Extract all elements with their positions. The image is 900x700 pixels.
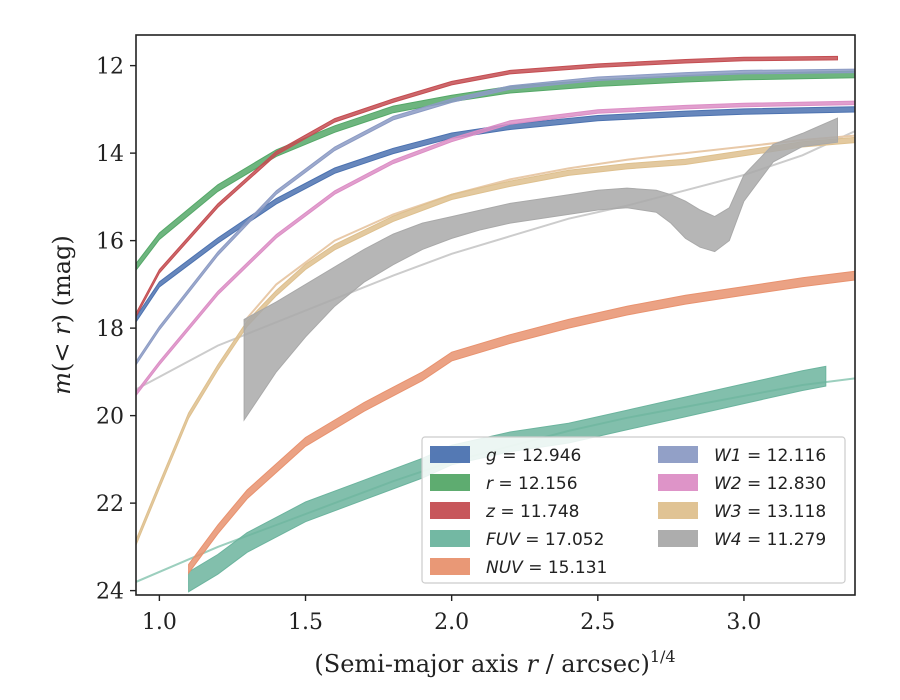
x-tick-label: 2.5 bbox=[580, 610, 615, 635]
legend-label-w3: W3 = 13.118 bbox=[714, 502, 826, 522]
series-band-fuv bbox=[188, 365, 827, 593]
y-tick-label: 12 bbox=[96, 55, 124, 80]
series-band-w1 bbox=[136, 68, 855, 366]
x-axis-label: (Semi-major axis r / arcsec)1/4 bbox=[314, 647, 675, 678]
legend-label-z: z = 11.748 bbox=[485, 502, 579, 522]
legend-label-fuv: FUV = 17.052 bbox=[486, 530, 604, 550]
legend-swatch-w4 bbox=[658, 530, 698, 547]
y-axis-label: m(< r) (mag) bbox=[48, 235, 76, 395]
y-tick-label: 14 bbox=[96, 142, 124, 167]
y-tick-label: 18 bbox=[96, 317, 124, 342]
legend-box bbox=[421, 436, 846, 584]
legend-label-w1: W1 = 12.116 bbox=[714, 446, 826, 466]
y-tick-label: 24 bbox=[96, 580, 124, 605]
series-band-w3 bbox=[136, 136, 855, 546]
series-band-w2 bbox=[136, 100, 855, 397]
series-band-w4 bbox=[243, 117, 838, 422]
legend-label-w4: W4 = 11.279 bbox=[714, 530, 826, 550]
legend: g = 12.946 r = 12.156 z = 11.748 FUV = 17.0… bbox=[421, 436, 846, 584]
series-layer bbox=[136, 55, 855, 593]
legend-swatch-fuv bbox=[430, 530, 470, 547]
x-tick-label: 2.0 bbox=[434, 610, 469, 635]
faint-line-2 bbox=[243, 134, 855, 323]
series-band-r bbox=[136, 70, 855, 272]
x-tick-label: 3.0 bbox=[726, 610, 761, 635]
ticks-layer: 1.0 1.5 2.0 2.5 3.0 12 14 16 18 20 22 24 bbox=[96, 55, 761, 635]
plot-frame bbox=[135, 34, 856, 596]
y-tick-label: 16 bbox=[96, 230, 124, 255]
x-tick-label: 1.5 bbox=[288, 610, 323, 635]
legend-swatch-w1 bbox=[658, 446, 698, 463]
legend-swatch-r bbox=[430, 474, 470, 491]
legend-label-nuv: NUV = 15.131 bbox=[486, 558, 607, 578]
legend-swatch-w3 bbox=[658, 502, 698, 519]
legend-swatch-z bbox=[430, 502, 470, 519]
legend-swatch-nuv bbox=[430, 558, 470, 575]
legend-swatch-g bbox=[430, 446, 470, 463]
series-band-g bbox=[136, 106, 855, 323]
y-tick-label: 20 bbox=[96, 405, 124, 430]
legend-label-g: g = 12.946 bbox=[486, 446, 581, 466]
legend-swatch-w2 bbox=[658, 474, 698, 491]
legend-label-r: r = 12.156 bbox=[486, 474, 578, 494]
legend-label-w2: W2 = 12.830 bbox=[714, 474, 826, 494]
series-band-z bbox=[136, 55, 838, 317]
series-band-nuv bbox=[188, 270, 855, 575]
y-tick-label: 22 bbox=[96, 492, 124, 517]
x-tick-label: 1.0 bbox=[142, 610, 177, 635]
